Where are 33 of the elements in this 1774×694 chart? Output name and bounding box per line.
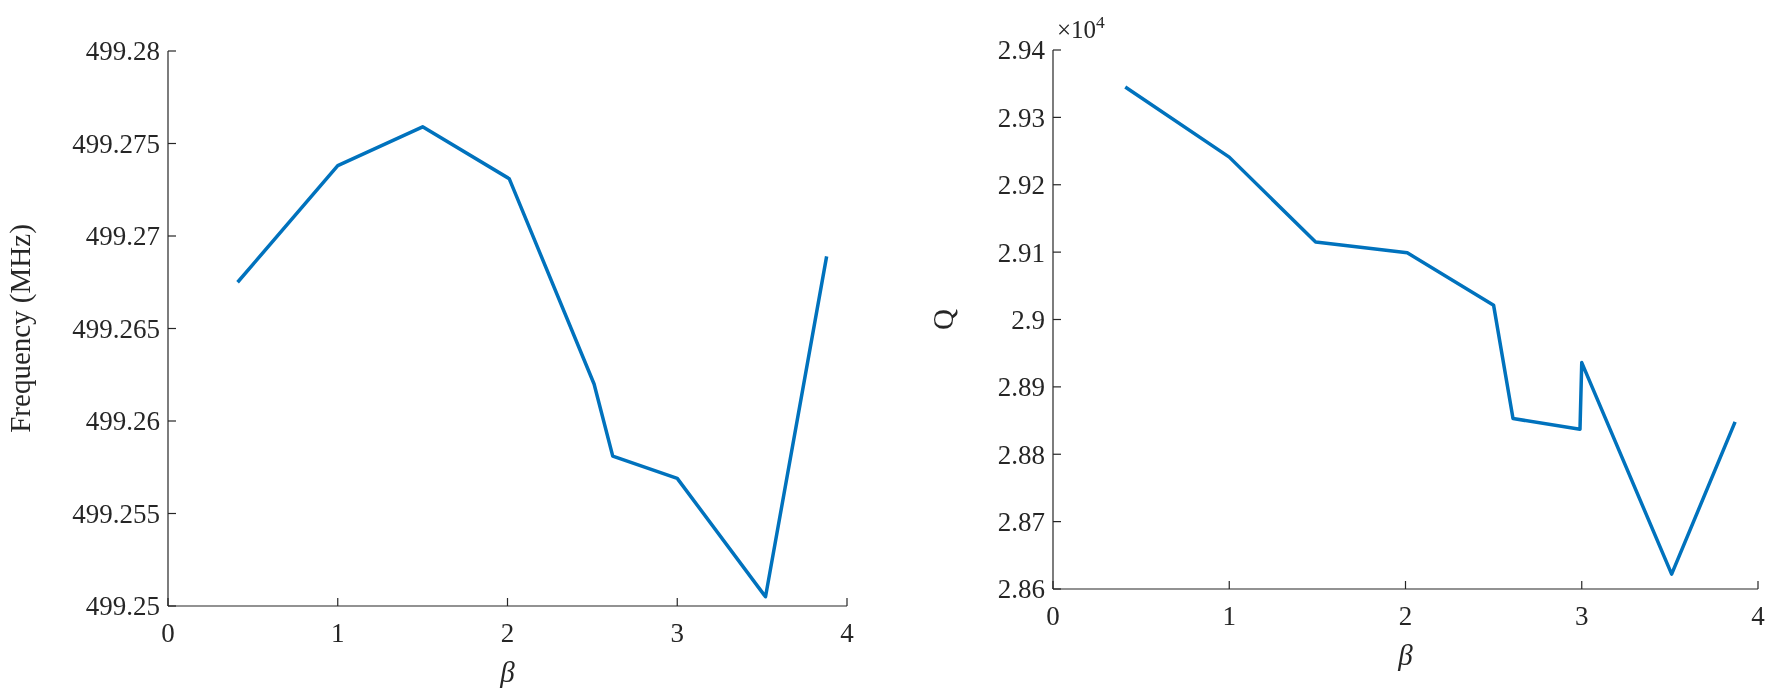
line-series bbox=[1123, 85, 1737, 576]
y-tick-label: 499.275 bbox=[72, 128, 160, 159]
y-axis-title: Frequency (MHz) bbox=[4, 224, 37, 433]
y-tick-label: 2.94 bbox=[997, 35, 1046, 66]
y-tick-label: 2.91 bbox=[997, 237, 1045, 268]
x-tick-label: 0 bbox=[161, 618, 175, 648]
y-tick-label: 2.86 bbox=[997, 574, 1045, 605]
y-tick-label: 499.25 bbox=[85, 591, 160, 622]
y-tick-label: 499.27 bbox=[85, 221, 160, 252]
y-tick-label: 499.265 bbox=[72, 313, 160, 344]
x-tick-label: 4 bbox=[840, 618, 855, 648]
x-tick-label: 3 bbox=[1575, 601, 1589, 631]
y-tick-label: 2.89 bbox=[997, 372, 1045, 403]
text: ×10$^{4}$ bbox=[1057, 12, 1106, 43]
y-tick-label: 2.92 bbox=[997, 170, 1045, 201]
y-tick-label: 2.9 bbox=[1011, 304, 1045, 335]
x-tick-label: 2 bbox=[500, 618, 515, 648]
x-tick-label: 2 bbox=[1398, 601, 1413, 631]
y-tick-label: 2.87 bbox=[997, 507, 1045, 538]
y-axis-title: Q bbox=[927, 308, 959, 330]
x-axis-title: β bbox=[1397, 639, 1414, 671]
x-tick-label: 4 bbox=[1751, 601, 1766, 631]
x-axis-title: β bbox=[499, 656, 516, 688]
y-tick-label: 499.28 bbox=[85, 36, 160, 67]
x-tick-label: 1 bbox=[331, 618, 345, 648]
y-tick-label: 2.93 bbox=[997, 102, 1045, 133]
x-tick-label: 3 bbox=[670, 618, 684, 648]
y-tick-label: 499.26 bbox=[85, 406, 160, 437]
x-tick-label: 0 bbox=[1046, 601, 1060, 631]
y-tick-label: 499.255 bbox=[72, 498, 160, 529]
x-tick-label: 1 bbox=[1222, 601, 1236, 631]
y-tick-label: 2.88 bbox=[997, 439, 1045, 470]
line-series bbox=[235, 125, 829, 599]
